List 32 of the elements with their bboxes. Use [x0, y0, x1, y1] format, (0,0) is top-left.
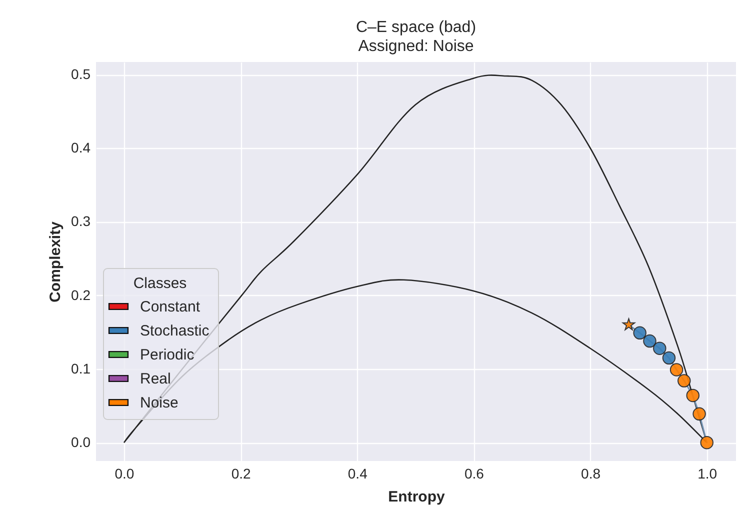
legend-label: Real — [140, 370, 171, 388]
y-tick-label: 0.2 — [71, 286, 91, 303]
point — [692, 407, 706, 420]
legend-label: Periodic — [140, 346, 195, 364]
point — [670, 363, 684, 376]
x-tick-label: 1.0 — [698, 466, 718, 482]
y-tick-label: 0.3 — [71, 213, 91, 230]
legend-title: Classes — [133, 275, 187, 292]
point — [662, 351, 676, 365]
point — [653, 342, 666, 355]
legend-label: Constant — [140, 298, 201, 316]
x-axis-title: Entropy — [388, 488, 446, 506]
y-tick-label: 0.4 — [71, 140, 91, 156]
x-tick-label: 0.2 — [231, 466, 251, 482]
point — [700, 436, 714, 450]
chart-title: C–E space (bad) — [356, 19, 476, 36]
point — [678, 374, 691, 388]
x-tick-label: 0.8 — [581, 466, 601, 482]
point — [622, 318, 636, 330]
legend-label: Noise — [140, 394, 178, 412]
y-tick-label: 0.0 — [71, 434, 91, 450]
legend-label: Stochastic — [140, 322, 210, 340]
y-tick-label: 0.5 — [71, 66, 91, 82]
chart-subtitle: Assigned: Noise — [358, 38, 474, 55]
x-tick-label: 0.0 — [114, 466, 134, 482]
y-tick-label: 0.1 — [71, 360, 91, 376]
point — [633, 326, 646, 340]
point — [686, 388, 700, 402]
point — [643, 334, 656, 348]
y-axis-title: Complexity — [47, 220, 64, 302]
x-tick-label: 0.4 — [348, 466, 368, 482]
x-tick-label: 0.6 — [464, 466, 484, 482]
